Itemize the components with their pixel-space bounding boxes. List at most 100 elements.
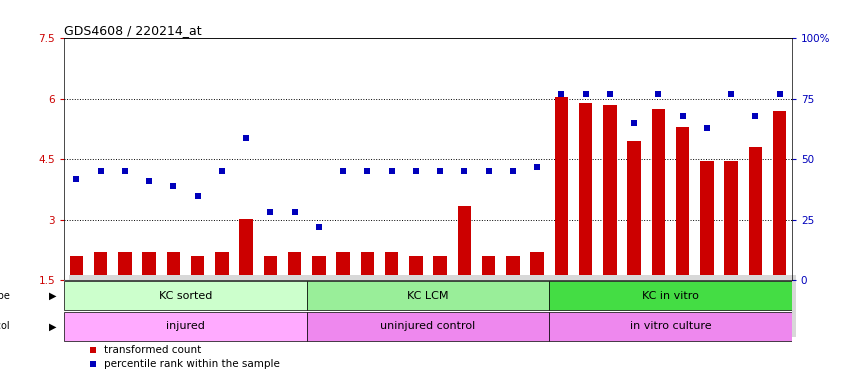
- Text: injured: injured: [166, 321, 205, 331]
- Point: [748, 113, 763, 119]
- Text: GSM753042: GSM753042: [707, 283, 716, 329]
- Text: ▶: ▶: [50, 291, 56, 301]
- Text: KC in vitro: KC in vitro: [642, 291, 699, 301]
- Bar: [288, 252, 301, 280]
- Bar: [64, 311, 306, 341]
- Bar: [167, 252, 180, 280]
- Point: [86, 347, 100, 353]
- Point: [166, 183, 180, 189]
- Point: [86, 361, 100, 367]
- Bar: [69, 256, 83, 280]
- Point: [530, 164, 544, 170]
- Text: GSM753028: GSM753028: [270, 283, 279, 329]
- Point: [409, 168, 423, 174]
- Text: in vitro culture: in vitro culture: [630, 321, 711, 331]
- Text: GSM753025: GSM753025: [198, 283, 206, 329]
- Bar: [550, 311, 792, 341]
- Point: [384, 168, 398, 174]
- Bar: [482, 256, 496, 280]
- Point: [239, 134, 253, 141]
- Text: percentile rank within the sample: percentile rank within the sample: [104, 359, 280, 369]
- Text: GSM753014: GSM753014: [416, 283, 425, 329]
- Text: GSM753017: GSM753017: [489, 283, 497, 329]
- Text: GSM753047: GSM753047: [756, 283, 764, 329]
- Point: [118, 168, 132, 174]
- Text: GDS4608 / 220214_at: GDS4608 / 220214_at: [64, 24, 202, 37]
- Bar: [409, 256, 423, 280]
- Text: uninjured control: uninjured control: [380, 321, 476, 331]
- Text: GSM753035: GSM753035: [634, 283, 643, 329]
- Bar: [506, 256, 520, 280]
- Bar: [306, 311, 550, 341]
- Bar: [676, 127, 689, 280]
- Bar: [312, 256, 325, 280]
- Text: protocol: protocol: [0, 321, 9, 331]
- Point: [724, 91, 738, 97]
- Point: [264, 209, 277, 215]
- Text: GSM753037: GSM753037: [658, 283, 668, 329]
- Text: KC LCM: KC LCM: [407, 291, 449, 301]
- Text: ▶: ▶: [50, 321, 56, 331]
- Point: [69, 175, 83, 182]
- Text: GSM753030: GSM753030: [562, 283, 570, 329]
- Bar: [724, 161, 738, 280]
- Point: [336, 168, 350, 174]
- Text: cell type: cell type: [0, 291, 9, 301]
- Point: [312, 224, 325, 230]
- Text: GSM753031: GSM753031: [586, 283, 595, 329]
- Point: [676, 113, 690, 119]
- Bar: [458, 205, 471, 280]
- Text: GSM753021: GSM753021: [101, 283, 110, 329]
- Point: [93, 168, 108, 174]
- Point: [482, 168, 496, 174]
- Bar: [264, 256, 277, 280]
- Bar: [700, 161, 714, 280]
- Text: GSM753026: GSM753026: [222, 283, 231, 329]
- Text: GSM753016: GSM753016: [464, 283, 473, 329]
- Text: GSM753022: GSM753022: [125, 283, 134, 329]
- Text: GSM753044: GSM753044: [731, 283, 740, 329]
- Bar: [531, 252, 544, 280]
- Point: [288, 209, 301, 215]
- Point: [627, 120, 641, 126]
- Bar: [142, 252, 156, 280]
- Bar: [749, 147, 762, 280]
- Bar: [651, 109, 665, 280]
- Point: [555, 91, 568, 97]
- Text: GSM753027: GSM753027: [247, 283, 255, 329]
- Point: [191, 192, 205, 199]
- Text: GSM753010: GSM753010: [318, 283, 328, 329]
- Text: GSM753032: GSM753032: [609, 283, 619, 329]
- Text: GSM753011: GSM753011: [343, 283, 352, 329]
- Bar: [64, 281, 306, 310]
- Text: GSM753012: GSM753012: [367, 283, 377, 329]
- Text: KC sorted: KC sorted: [158, 291, 212, 301]
- Bar: [550, 281, 792, 310]
- Point: [579, 91, 592, 97]
- Text: GSM753019: GSM753019: [538, 283, 546, 329]
- Point: [457, 168, 471, 174]
- Point: [215, 168, 229, 174]
- Text: GSM753049: GSM753049: [780, 283, 788, 329]
- Bar: [579, 103, 592, 280]
- Point: [506, 168, 520, 174]
- Text: GSM753024: GSM753024: [173, 283, 182, 329]
- Point: [700, 125, 714, 131]
- Bar: [94, 252, 107, 280]
- Point: [142, 178, 156, 184]
- Text: GSM753013: GSM753013: [391, 283, 401, 329]
- Bar: [306, 281, 550, 310]
- Text: GSM753018: GSM753018: [513, 283, 522, 329]
- Point: [433, 168, 447, 174]
- Bar: [118, 252, 132, 280]
- Text: GSM753015: GSM753015: [440, 283, 449, 329]
- Text: GSM753039: GSM753039: [683, 283, 692, 329]
- Text: GSM753020: GSM753020: [76, 283, 86, 329]
- Bar: [336, 252, 350, 280]
- Bar: [385, 252, 398, 280]
- Text: transformed count: transformed count: [104, 345, 201, 355]
- Bar: [627, 141, 641, 280]
- Text: GSM753029: GSM753029: [294, 283, 304, 329]
- Point: [360, 168, 374, 174]
- Text: GSM753023: GSM753023: [149, 283, 158, 329]
